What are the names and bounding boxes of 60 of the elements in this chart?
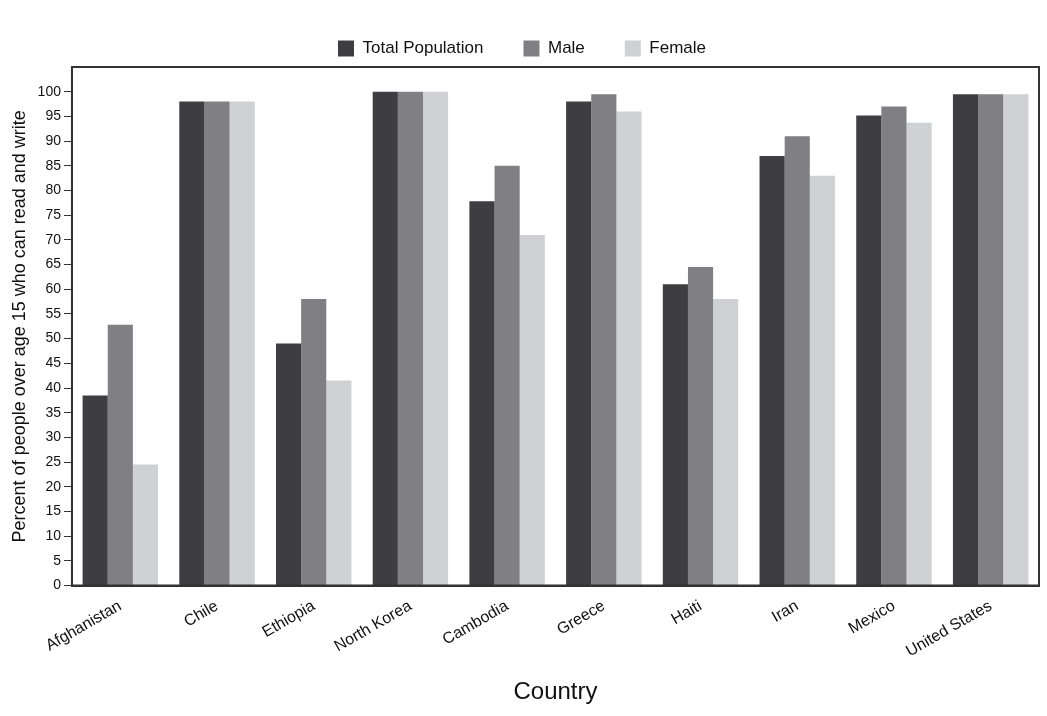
bar: [566, 101, 592, 586]
bar: [469, 201, 495, 586]
bar: [204, 101, 230, 586]
y-tick-label: 15: [45, 502, 62, 519]
bar: [494, 165, 520, 586]
y-tick-label: 30: [45, 428, 62, 445]
y-tick-label: 70: [45, 230, 62, 247]
x-axis-title: Country: [513, 677, 598, 705]
y-tick-label: 95: [45, 107, 62, 124]
bar: [713, 299, 739, 586]
bar: [856, 115, 882, 586]
legend-label: Total Population: [362, 38, 484, 58]
bar: [687, 267, 714, 586]
bar: [229, 101, 255, 586]
bar: [952, 94, 979, 586]
bar: [906, 122, 932, 586]
bar: [616, 111, 642, 586]
bar: [591, 94, 617, 586]
y-tick-label: 80: [45, 181, 62, 198]
y-tick-label: 100: [37, 82, 62, 99]
bar: [132, 464, 159, 586]
y-tick-label: 65: [45, 255, 62, 272]
bar: [881, 106, 907, 586]
bar: [107, 324, 133, 586]
y-tick-label: 75: [45, 206, 62, 223]
bar: [372, 91, 398, 586]
y-tick-label: 10: [45, 527, 62, 544]
x-tick-label: Chile: [180, 596, 221, 630]
y-tick-label: 60: [45, 280, 62, 297]
y-tick-label: 45: [45, 354, 62, 371]
y-tick-label: 50: [45, 329, 62, 346]
x-tick-label: North Korea: [330, 596, 415, 655]
y-tick-label: 5: [53, 551, 62, 568]
bar: [179, 101, 205, 586]
y-tick-label: 55: [45, 304, 62, 321]
bar: [519, 234, 545, 586]
bar: [276, 343, 302, 586]
y-axis-title: Percent of people over age 15 who can read and write: [8, 110, 29, 543]
bar: [422, 91, 449, 586]
bar: [326, 380, 352, 586]
y-tick-label: 20: [45, 477, 62, 494]
bar: [784, 136, 810, 586]
y-tick-label: 0: [53, 576, 62, 593]
bar: [662, 284, 688, 586]
y-tick-label: 40: [45, 378, 62, 395]
y-tick-label: 85: [45, 156, 62, 173]
legend-label: Female: [649, 38, 707, 58]
x-tick-label: Iran: [768, 596, 801, 626]
y-tick-label: 90: [45, 131, 62, 148]
y-tick-label: 35: [45, 403, 62, 420]
bar: [1003, 94, 1029, 586]
bar: [978, 94, 1004, 586]
bar: [759, 155, 785, 586]
bar: [82, 395, 108, 586]
bar: [301, 299, 327, 586]
y-tick-label: 25: [45, 452, 62, 469]
legend-label: Male: [547, 38, 585, 58]
bar: [397, 91, 423, 586]
bar: [809, 175, 835, 586]
x-tick-label: Haiti: [668, 596, 705, 628]
